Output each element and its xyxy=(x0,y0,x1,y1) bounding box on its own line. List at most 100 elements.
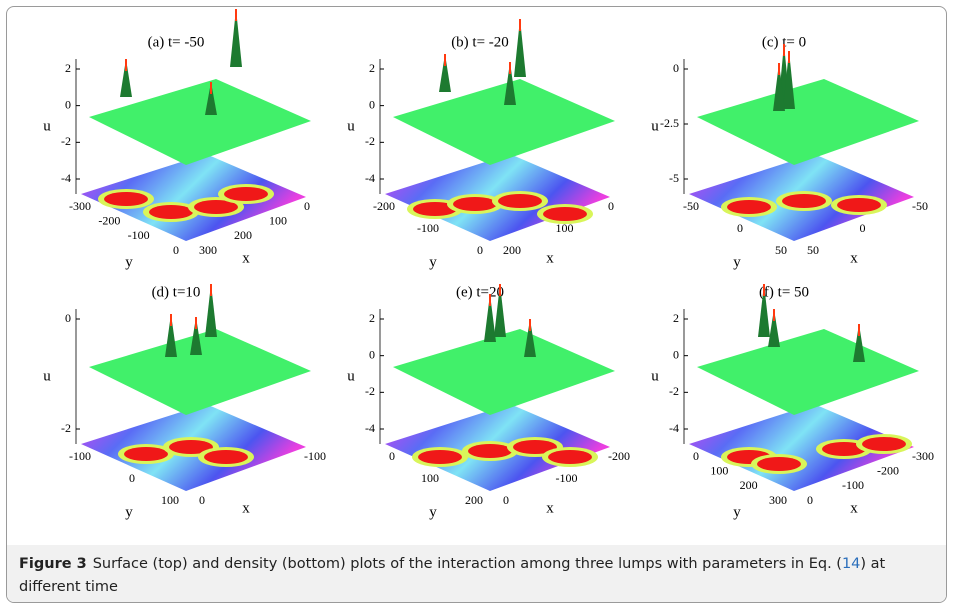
density-lump xyxy=(822,442,866,456)
u-axis-label: u xyxy=(347,118,355,134)
y-tick-label: 200 xyxy=(465,493,483,507)
u-tick-label: 2 xyxy=(673,311,679,325)
y-tick-label: 0 xyxy=(173,243,179,257)
y-tick-label: 100 xyxy=(161,493,179,507)
y-tick-label: 100 xyxy=(421,471,439,485)
surface-plane xyxy=(89,79,311,165)
surface-plane xyxy=(393,79,615,165)
u-tick-label: 0 xyxy=(65,311,71,325)
u-tick-label: -2 xyxy=(61,421,71,435)
density-lump xyxy=(498,194,542,208)
equation-ref[interactable]: 14 xyxy=(841,556,861,572)
x-axis-label: x xyxy=(242,250,250,266)
density-lump xyxy=(204,450,248,464)
surface-lump xyxy=(439,54,451,92)
x-tick-label: 0 xyxy=(860,221,866,235)
u-axis-label: u xyxy=(651,368,659,384)
surface-lump xyxy=(768,309,780,347)
x-tick-label: 0 xyxy=(807,493,813,507)
x-tick-label: 100 xyxy=(556,221,574,235)
u-tick-label: 2 xyxy=(65,61,71,75)
density-lump xyxy=(104,192,148,206)
u-tick-label: -4 xyxy=(61,171,71,185)
density-lump xyxy=(548,450,592,464)
surface-plane xyxy=(697,329,919,415)
density-lump xyxy=(453,197,497,211)
u-tick-label: -5 xyxy=(669,171,679,185)
surface-lump xyxy=(524,319,536,357)
panel-title: (f) t= 50 xyxy=(759,284,809,300)
u-tick-label: 0 xyxy=(673,61,679,75)
y-tick-label: 200 xyxy=(740,478,758,492)
u-tick-label: -2 xyxy=(669,384,679,398)
u-tick-label: -4 xyxy=(365,421,375,435)
surface-lump xyxy=(120,59,132,97)
x-tick-label: 0 xyxy=(199,493,205,507)
density-lump xyxy=(543,207,587,221)
density-lump xyxy=(149,205,193,219)
u-axis-label: u xyxy=(43,368,51,384)
u-tick-label: 2 xyxy=(369,61,375,75)
density-lump xyxy=(862,437,906,451)
caption-text-end: ) at different time xyxy=(19,556,886,595)
x-axis-label: x xyxy=(242,500,250,516)
x-tick-label: -200 xyxy=(608,449,630,463)
x-tick-label: 0 xyxy=(503,493,509,507)
x-tick-label: 200 xyxy=(234,228,252,242)
u-tick-label: -4 xyxy=(669,421,679,435)
y-tick-label: -200 xyxy=(98,213,120,227)
u-axis-label: u xyxy=(43,118,51,134)
surface-lump xyxy=(165,314,177,357)
density-lump xyxy=(124,447,168,461)
caption-text: Surface (top) and density (bottom) plots… xyxy=(92,556,842,572)
panel-title: (c) t= 0 xyxy=(762,34,806,50)
density-lump xyxy=(782,194,826,208)
density-lump xyxy=(468,444,512,458)
surface-plane xyxy=(697,79,919,165)
x-axis-label: x xyxy=(546,500,554,516)
x-tick-label: -100 xyxy=(842,478,864,492)
x-tick-label: 100 xyxy=(269,213,287,227)
panel-title: (e) t=20 xyxy=(456,284,504,300)
surface-lump xyxy=(853,324,865,362)
density-lump xyxy=(194,200,238,214)
u-axis-label: u xyxy=(347,368,355,384)
y-axis-label: y xyxy=(125,254,133,270)
surface-plane xyxy=(393,329,615,415)
x-axis-label: x xyxy=(850,250,858,266)
u-tick-label: 0 xyxy=(369,97,375,111)
y-tick-label: -300 xyxy=(69,199,91,213)
x-tick-label: -300 xyxy=(912,449,934,463)
u-axis-label: u xyxy=(651,118,659,134)
x-tick-label: 300 xyxy=(199,243,217,257)
surface-lump xyxy=(205,284,217,337)
u-tick-label: -2 xyxy=(365,134,375,148)
y-tick-label: 0 xyxy=(389,449,395,463)
y-tick-label: -50 xyxy=(683,199,699,213)
u-tick-label: -2 xyxy=(61,134,71,148)
u-tick-label: 2 xyxy=(369,311,375,325)
y-axis-label: y xyxy=(733,254,741,270)
panel-title: (d) t=10 xyxy=(152,284,201,300)
y-tick-label: 50 xyxy=(775,243,787,257)
x-tick-label: -50 xyxy=(912,199,928,213)
surface-lump xyxy=(494,284,506,337)
caption: Figure 3 Surface (top) and density (botto… xyxy=(7,545,946,602)
surface-lump xyxy=(773,63,785,111)
y-tick-label: 300 xyxy=(769,493,787,507)
surface-lump xyxy=(484,294,496,342)
surface-lump xyxy=(230,9,242,67)
y-tick-label: -100 xyxy=(417,221,439,235)
caption-label: Figure 3 xyxy=(19,556,87,572)
x-axis-label: x xyxy=(850,500,858,516)
u-tick-label: -4 xyxy=(365,171,375,185)
u-tick-label: -2 xyxy=(365,384,375,398)
y-tick-label: 0 xyxy=(737,221,743,235)
panel-title: (a) t= -50 xyxy=(148,34,205,50)
y-tick-label: 0 xyxy=(129,471,135,485)
y-axis-label: y xyxy=(125,504,133,520)
y-tick-label: -100 xyxy=(69,449,91,463)
